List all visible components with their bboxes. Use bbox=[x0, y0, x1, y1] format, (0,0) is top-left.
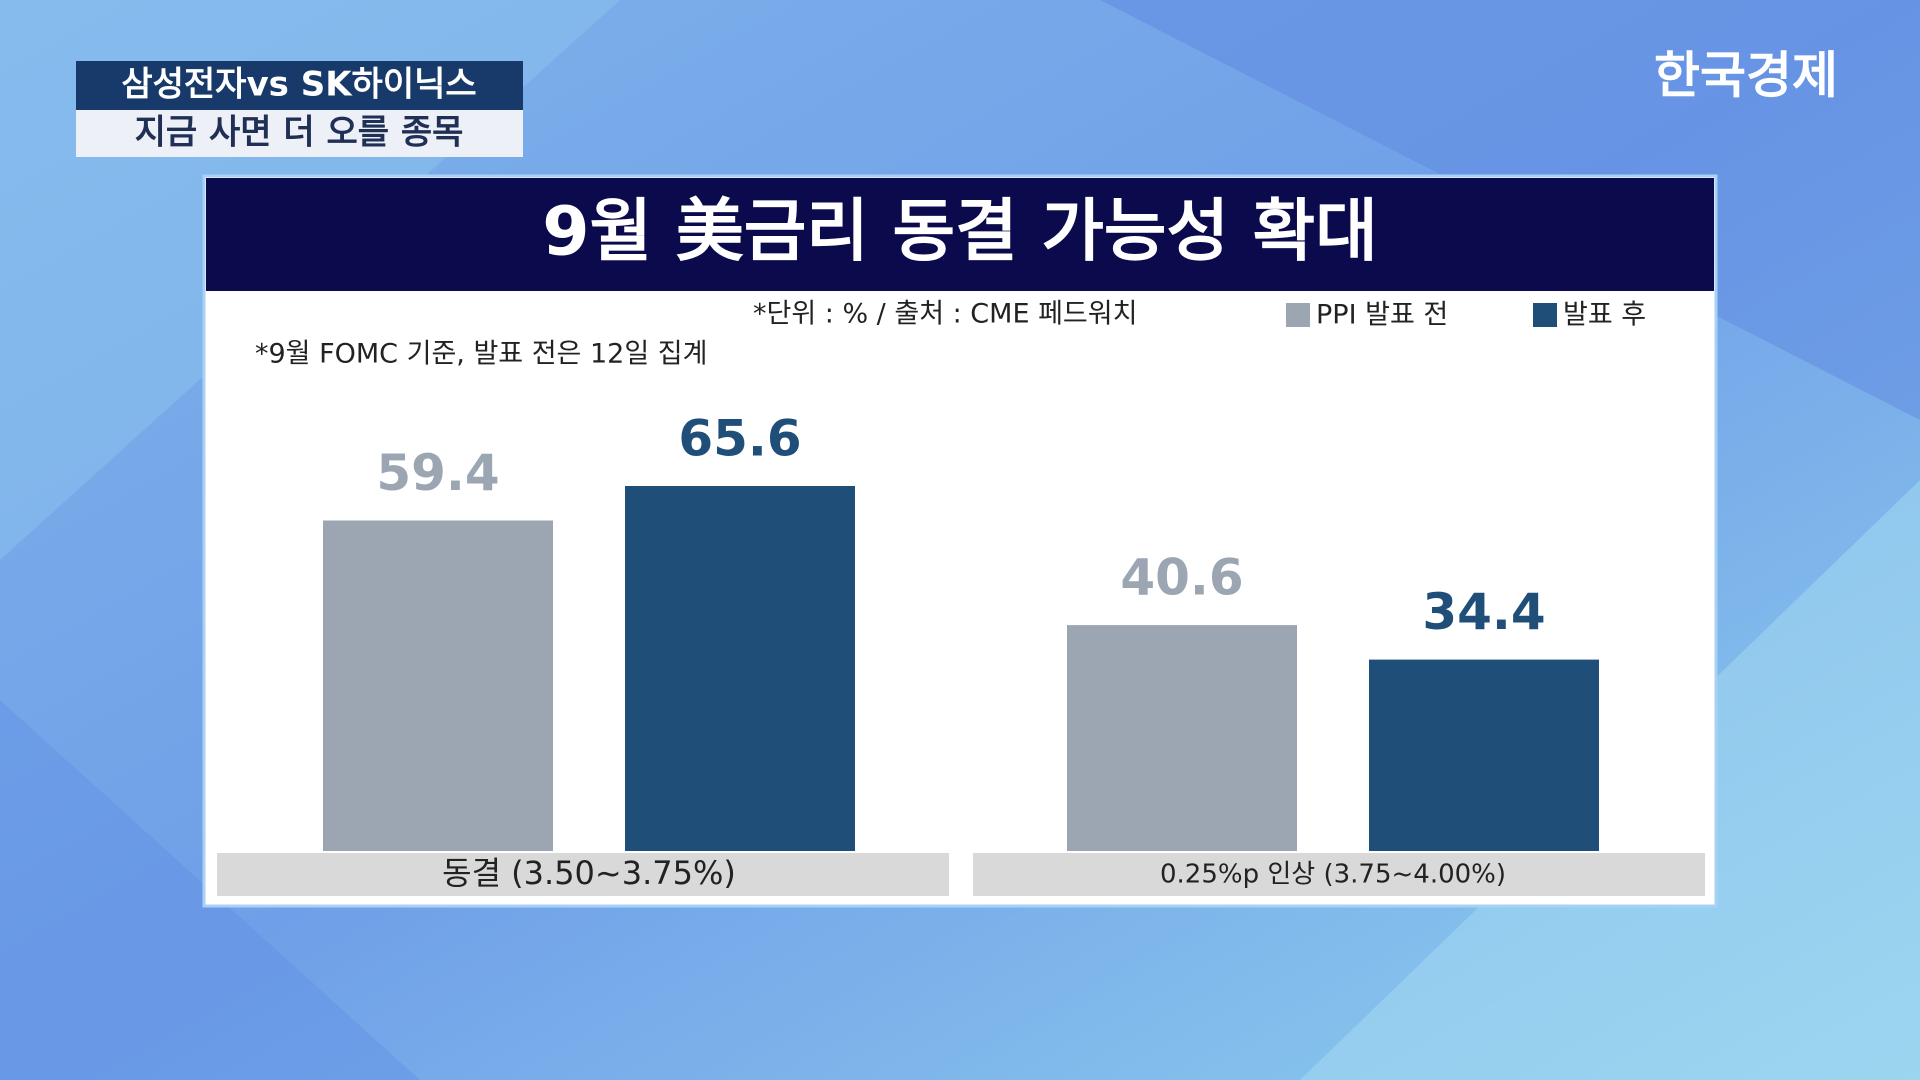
value-label: 34.4 bbox=[1422, 583, 1545, 641]
title-bar bbox=[206, 178, 1714, 291]
legend-label: PPI 발표 전 bbox=[1316, 300, 1448, 331]
chart-title: 9월 美금리 동결 가능성 확대 bbox=[542, 193, 1378, 272]
legend-swatch bbox=[1286, 303, 1310, 327]
value-label: 40.6 bbox=[1120, 549, 1243, 607]
caption-line1: 삼성전자vs SK하이닉스 bbox=[121, 65, 476, 105]
value-label: 65.6 bbox=[678, 410, 801, 468]
bar bbox=[625, 486, 855, 851]
caption-box bbox=[76, 61, 523, 110]
x-tick-label: 0.25%p 인상 (3.75~4.00%) bbox=[1160, 860, 1506, 890]
caption-box bbox=[76, 110, 523, 157]
legend-swatch bbox=[1533, 303, 1557, 327]
value-label: 59.4 bbox=[376, 444, 499, 502]
category-box bbox=[217, 853, 949, 896]
x-tick-label: 동결 (3.50~3.75%) bbox=[442, 854, 736, 892]
source-note: *단위 : % / 출처 : CME 페드워치 bbox=[753, 299, 1137, 330]
bar bbox=[1369, 659, 1599, 851]
category-box bbox=[973, 853, 1705, 896]
caption-line2: 지금 사면 더 오를 종목 bbox=[135, 113, 464, 153]
legend-label: 발표 후 bbox=[1563, 300, 1646, 331]
footnote: *9월 FOMC 기준, 발표 전은 12일 집계 bbox=[255, 339, 707, 370]
bar bbox=[1067, 625, 1297, 851]
logo: 한국경제 bbox=[1654, 47, 1838, 105]
bar bbox=[323, 520, 553, 851]
